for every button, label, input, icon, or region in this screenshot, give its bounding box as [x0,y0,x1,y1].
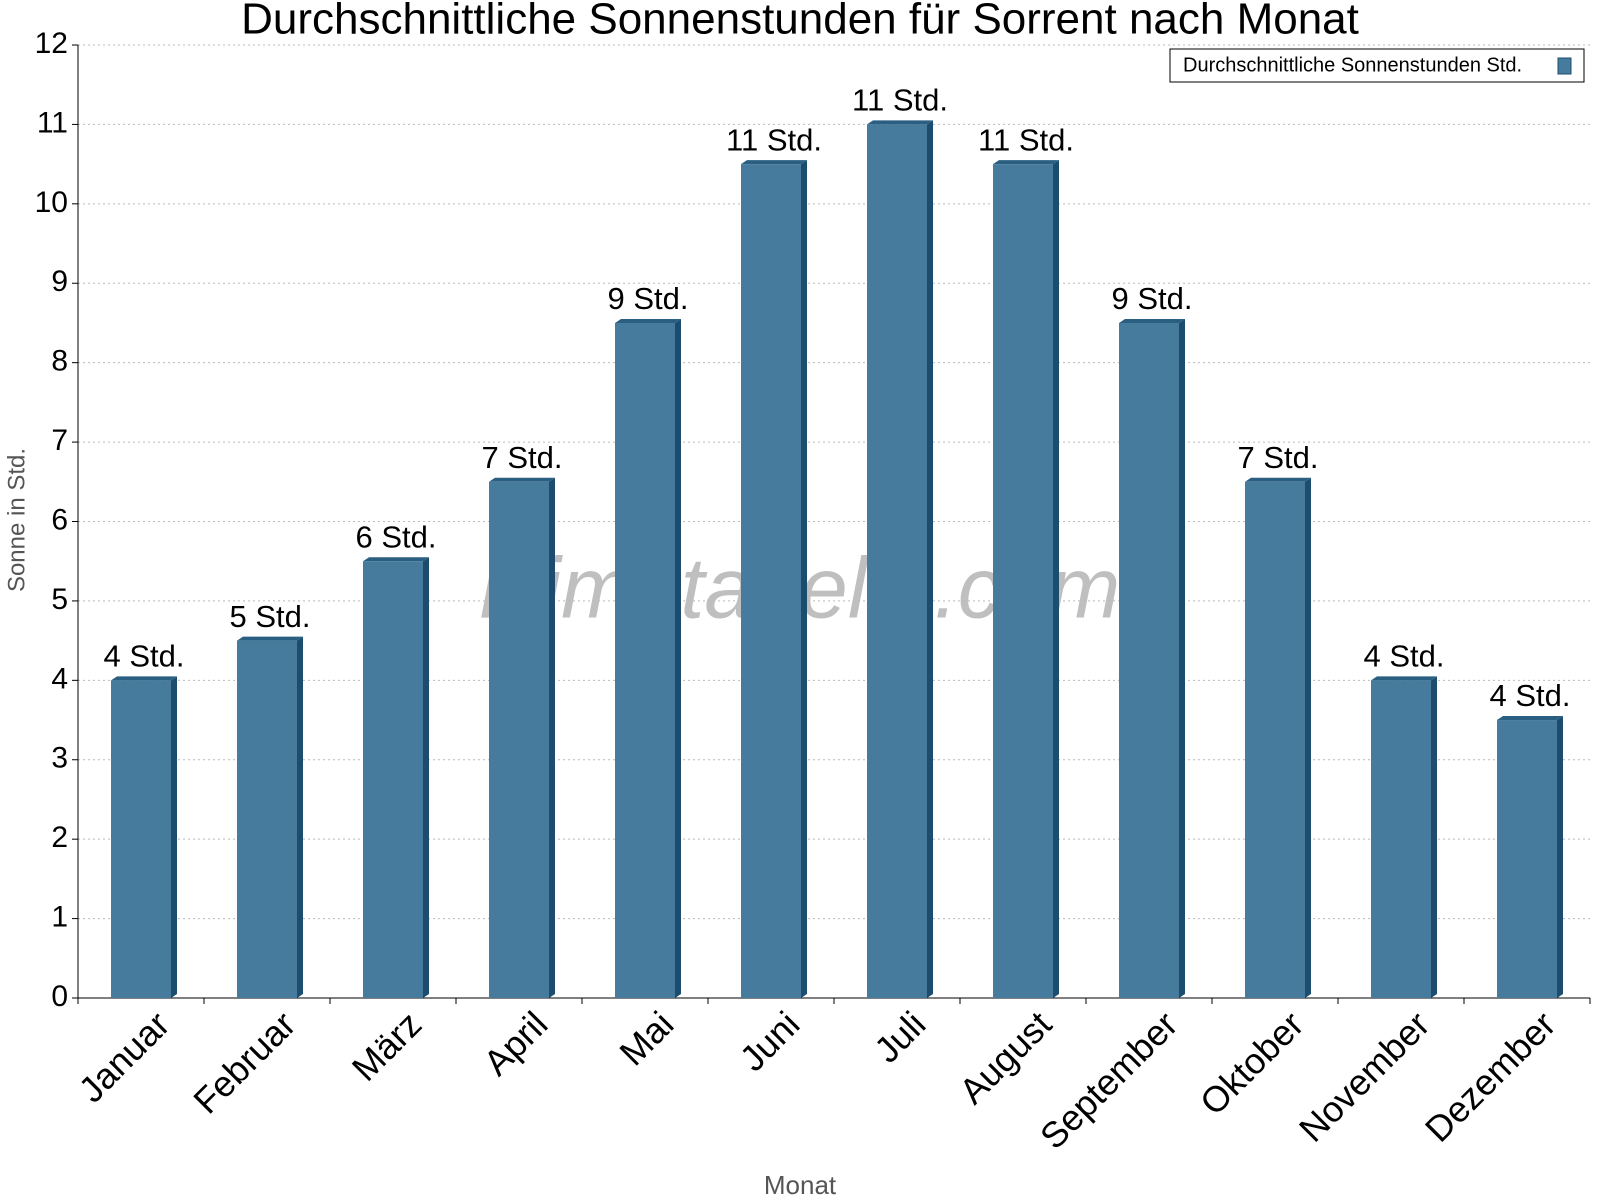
y-tick-label: 6 [51,503,68,536]
bar [1497,720,1557,998]
y-tick-label: 11 [37,106,68,139]
bar-top [741,160,807,165]
bar [489,481,549,999]
bar-side [801,160,807,998]
bar-top [1245,477,1311,482]
bar-top [993,160,1059,165]
bar-group [237,636,303,998]
bar-side [1557,716,1563,998]
bar-top [237,636,303,641]
x-tick-label: März [344,1003,430,1089]
value-label: 4 Std. [104,639,185,674]
bar-side [927,120,933,998]
bar-group [111,676,177,998]
x-tick-label: Juni [732,1003,808,1079]
bar-group [1497,716,1563,998]
x-tick-label: Dezember [1417,1003,1563,1149]
bar-side [297,636,303,998]
bar-side [549,477,555,999]
y-tick-label: 12 [35,27,68,60]
y-tick-label: 2 [51,821,68,854]
bar-side [1053,160,1059,998]
y-axis-label: Sonne in Std. [3,448,30,592]
bar-side [1179,318,1185,998]
value-label: 9 Std. [608,281,689,316]
bar-group [1119,318,1185,998]
bar [867,124,927,998]
y-tick-label: 10 [35,186,68,219]
value-label: 4 Std. [1364,639,1445,674]
y-tick-label: 4 [51,662,68,695]
bar-group [993,160,1059,998]
bar-group [1371,676,1437,998]
bar-top [363,557,429,562]
x-tick-label: Januar [71,1003,178,1110]
bar [615,322,675,998]
x-tick-label: August [951,1003,1059,1111]
x-tick-label: April [475,1003,555,1083]
legend-swatch [1557,57,1572,75]
bar [1119,322,1179,998]
bar [363,561,423,998]
bar-top [1371,676,1437,681]
legend-box [1169,48,1585,83]
bar-side [171,676,177,998]
bar [1371,680,1431,998]
x-tick-label: Februar [185,1003,303,1121]
bar-side [1431,676,1437,998]
y-tick-label: 9 [51,265,68,298]
bar-top [111,676,177,681]
bar-side [423,557,429,998]
bar-group [1245,477,1311,999]
x-axis-label: Monat [764,1170,837,1200]
x-tick-label: November [1291,1003,1437,1149]
bar [993,164,1053,998]
value-label: 9 Std. [1112,281,1193,316]
bar [1245,481,1305,999]
value-label: 4 Std. [1490,678,1571,713]
value-label: 7 Std. [1238,440,1319,475]
x-tick-label: Juli [866,1003,933,1070]
y-tick-label: 0 [51,980,68,1013]
value-label: 11 Std. [978,122,1074,157]
value-label: 5 Std. [230,599,311,634]
bar-side [1305,477,1311,999]
y-tick-label: 1 [51,901,68,934]
bar [237,640,297,998]
bar-group [867,120,933,998]
value-label: 11 Std. [726,122,822,157]
y-tick-label: 7 [51,424,68,457]
bar-group [363,557,429,998]
value-label: 11 Std. [852,83,948,118]
value-label: 7 Std. [482,440,563,475]
bar-top [1497,716,1563,721]
x-tick-label: September [1032,1003,1186,1157]
bar-side [675,318,681,998]
bar-top [489,477,555,482]
x-tick-label: Oktober [1192,1003,1312,1123]
bar [741,164,801,998]
bar-top [867,120,933,125]
y-tick-label: 5 [51,583,68,616]
bar-top [615,318,681,323]
y-tick-label: 8 [51,345,68,378]
y-tick-label: 3 [51,742,68,775]
legend-label: Durchschnittliche Sonnenstunden Std. [1183,54,1522,76]
chart-title: Durchschnittliche Sonnenstunden für Sorr… [241,0,1359,44]
x-tick-label: Mai [611,1003,681,1073]
value-label: 6 Std. [356,519,437,554]
bar-group [741,160,807,998]
bar-group [489,477,555,999]
bar-top [1119,318,1185,323]
bar [111,680,171,998]
bar-group [615,318,681,998]
